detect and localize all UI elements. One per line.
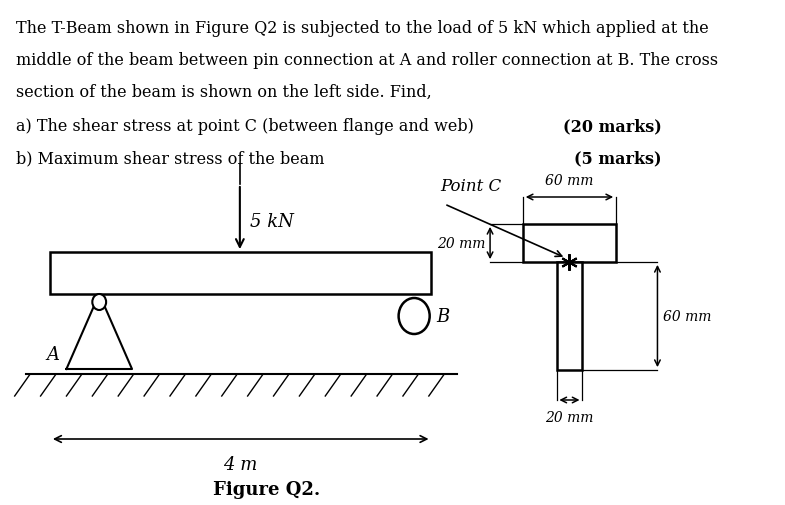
Text: section of the beam is shown on the left side. Find,: section of the beam is shown on the left… xyxy=(16,84,431,101)
Text: Point C: Point C xyxy=(440,178,502,194)
Circle shape xyxy=(399,298,429,334)
Text: The T-Beam shown in Figure Q2 is subjected to the load of 5 kN which applied at : The T-Beam shown in Figure Q2 is subject… xyxy=(16,20,708,37)
Text: b) Maximum shear stress of the beam: b) Maximum shear stress of the beam xyxy=(16,149,324,167)
Text: B: B xyxy=(436,308,450,325)
Text: 60 mm: 60 mm xyxy=(663,310,711,323)
Text: (5 marks): (5 marks) xyxy=(575,149,662,167)
Text: a) The shear stress at point C (between flange and web): a) The shear stress at point C (between … xyxy=(16,118,473,135)
Text: 5 kN: 5 kN xyxy=(250,213,294,231)
Text: A: A xyxy=(46,345,60,363)
Text: Figure Q2.: Figure Q2. xyxy=(213,480,320,498)
Text: middle of the beam between pin connection at A and roller connection at B. The c: middle of the beam between pin connectio… xyxy=(16,52,717,69)
Text: 20 mm: 20 mm xyxy=(546,410,593,424)
Text: (20 marks): (20 marks) xyxy=(563,118,662,135)
Bar xyxy=(50,252,432,294)
Text: 4 m: 4 m xyxy=(224,455,258,473)
Bar xyxy=(523,225,616,263)
Text: 20 mm: 20 mm xyxy=(437,236,486,250)
Circle shape xyxy=(93,294,106,311)
Text: 60 mm: 60 mm xyxy=(546,174,593,188)
Bar xyxy=(557,263,582,370)
